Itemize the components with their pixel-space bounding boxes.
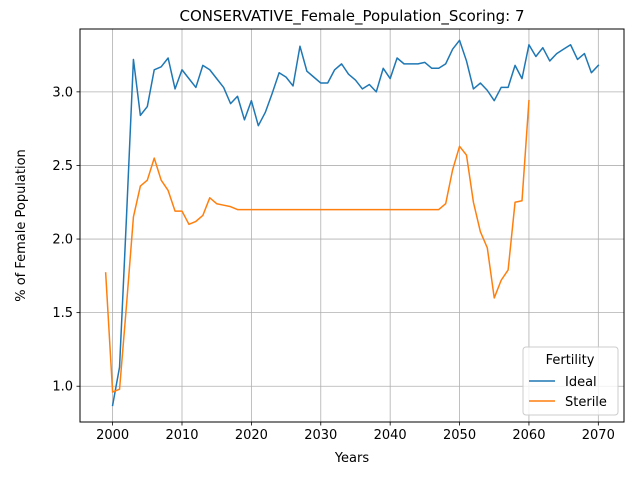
plot-frame [79,28,625,423]
legend: Fertility Ideal Sterile [522,346,619,416]
x-tick-label: 2000 [96,428,129,443]
axis-ticks: 2000 2010 2020 2030 2040 2050 2060 2070 1.0 1.5 2.… [52,85,615,443]
y-axis-label: % of Female Population [14,149,29,302]
x-tick-label: 2020 [235,428,268,443]
legend-box [522,346,619,416]
grid [80,29,624,422]
x-tick-label: 2050 [443,428,476,443]
x-axis-label: Years [334,451,370,466]
chart-title: CONSERVATIVE_Female_Population_Scoring: … [179,7,524,26]
x-tick-label: 2070 [582,428,615,443]
series-line-ideal [111,39,600,407]
legend-label-sterile: Sterile [565,395,607,410]
series-lines [104,39,600,407]
x-tick-label: 2060 [512,428,545,443]
y-tick-label: 1.5 [52,306,73,321]
y-tick-label: 1.0 [52,380,73,395]
x-tick-label: 2010 [165,428,198,443]
y-tick-label: 2.0 [52,233,73,248]
x-tick-label: 2030 [304,428,337,443]
series-line-sterile [104,99,530,393]
y-tick-label: 2.5 [52,159,73,174]
legend-label-ideal: Ideal [565,375,597,390]
x-tick-label: 2040 [374,428,407,443]
y-tick-label: 3.0 [52,85,73,100]
legend-title: Fertility [546,353,595,368]
